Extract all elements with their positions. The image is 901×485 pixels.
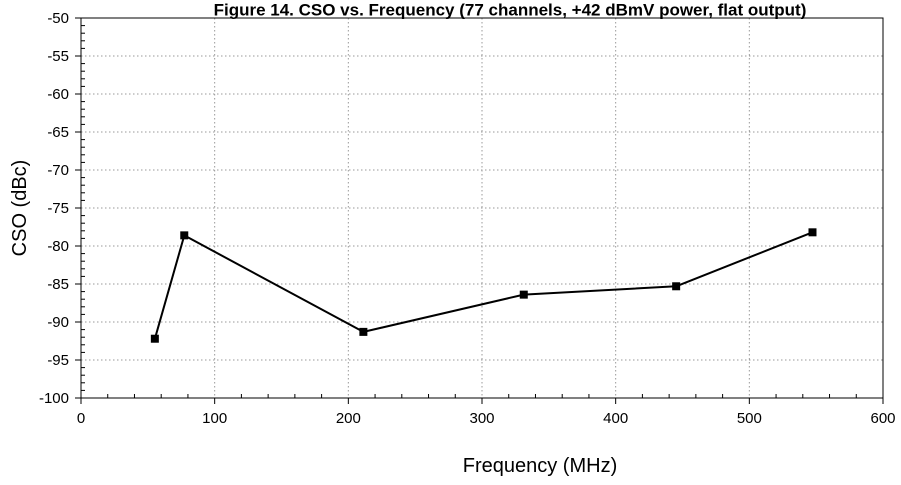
chart-title: Figure 14. CSO vs. Frequency (77 channel… <box>214 1 807 20</box>
data-point-marker <box>150 334 159 343</box>
x-tick-label: 400 <box>603 410 628 427</box>
x-tick-label: 600 <box>870 410 895 427</box>
data-point-marker <box>672 282 681 291</box>
x-tick-label: 100 <box>202 410 227 427</box>
data-point-marker <box>359 327 368 336</box>
y-tick-label: -55 <box>47 48 69 65</box>
x-tick-label: 200 <box>336 410 361 427</box>
x-tick-label: 0 <box>77 410 85 427</box>
y-tick-label: -85 <box>47 276 69 293</box>
grid-lines <box>81 18 883 398</box>
data-point-marker <box>808 228 817 237</box>
y-tick-label: -60 <box>47 86 69 103</box>
x-tick-label: 300 <box>469 410 494 427</box>
y-tick-label: -75 <box>47 200 69 217</box>
tick-labels: 0 100 200 300 400 500 600 -50 -55 -60 -65 -70 -75 -80… <box>39 10 896 427</box>
y-tick-label: -95 <box>47 352 69 369</box>
y-tick-label: -100 <box>39 390 69 407</box>
y-tick-label: -65 <box>47 124 69 141</box>
x-axis-title: Frequency (MHz) <box>463 455 617 477</box>
data-point-marker <box>519 290 528 299</box>
y-tick-label: -50 <box>47 10 69 27</box>
y-axis-title: CSO (dBc) <box>9 160 31 257</box>
x-tick-label: 500 <box>737 410 762 427</box>
y-tick-label: -80 <box>47 238 69 255</box>
y-tick-label: -70 <box>47 162 69 179</box>
major-ticks <box>75 17 884 404</box>
data-point-marker <box>180 231 189 240</box>
series-line <box>153 231 813 339</box>
y-tick-label: -90 <box>47 314 69 331</box>
data-series <box>150 228 817 343</box>
minor-ticks <box>81 25 857 398</box>
